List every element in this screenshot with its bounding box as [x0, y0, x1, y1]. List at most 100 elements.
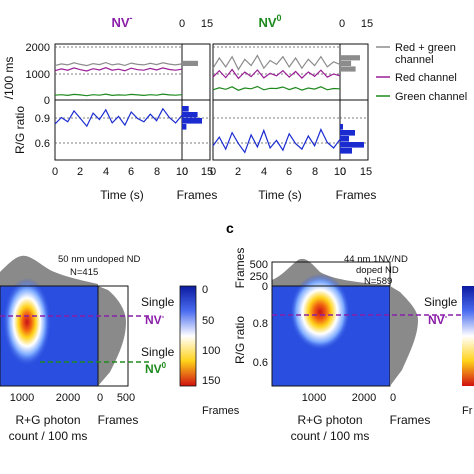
- left-xlabel-frames: Frames: [98, 413, 139, 427]
- tr-hist-ratio-bin-1: [340, 148, 352, 154]
- svg-text:0: 0: [202, 284, 208, 296]
- ytick-1000: 1000: [26, 69, 50, 81]
- frame-tr-counts: [212, 43, 341, 101]
- nv-zero-title-sup: 0: [277, 13, 282, 23]
- tr-hist-sum-bin-5: [340, 66, 356, 72]
- xticks-frames: 0 15 0 15: [182, 166, 372, 178]
- ytick-0.9: 0.9: [35, 113, 50, 125]
- right-xlabel-frames: Frames: [390, 413, 431, 427]
- left-single-zero: Single: [141, 345, 175, 359]
- tl-hist-sum-bin-6: [182, 60, 198, 66]
- tr-counts-series-2: [212, 85, 341, 91]
- ylabel-counts: /100 ms: [2, 57, 16, 100]
- frame-tl-hist: [181, 43, 211, 101]
- ytick-2000: 2000: [26, 42, 50, 54]
- right-top-marginal-frame: [271, 261, 391, 287]
- svg-text:6: 6: [128, 166, 134, 178]
- svg-text:0.8: 0.8: [253, 318, 268, 330]
- svg-text:2: 2: [77, 166, 83, 178]
- tr-hist-ratio-bin-5: [340, 124, 343, 130]
- tr-counts-series-0: [212, 54, 341, 71]
- tl-ratio-series-0: [54, 107, 183, 128]
- svg-text:1000: 1000: [302, 392, 326, 404]
- frame-tl-ratio-hist: [181, 99, 211, 161]
- tl-hist-ratio-bin-5: [182, 124, 187, 130]
- legend-sum-1: Red + green: [395, 42, 456, 54]
- frame-tr-hist: [339, 43, 369, 101]
- top-ref-lines: [55, 46, 368, 144]
- frame-tl-counts: [54, 43, 183, 101]
- svg-text:4: 4: [103, 166, 109, 178]
- right-ylabel-ratio: R/G ratio: [233, 316, 247, 364]
- left-single-minus: Single: [141, 295, 175, 309]
- legend: Red + green channel Red channel Green ch…: [376, 42, 467, 103]
- top-hists: [182, 55, 364, 154]
- hist-top-tick-15-left: 15: [201, 18, 213, 30]
- ylabel-ratio: R/G ratio: [13, 106, 27, 154]
- svg-text:10: 10: [176, 166, 188, 178]
- left-right-marginal-frame: [97, 285, 129, 387]
- xticks-time-right: 0 2 4 6 8 10: [210, 166, 346, 178]
- tl-counts-series-2: [54, 93, 183, 97]
- hist-top-tick-15-right: 15: [361, 18, 373, 30]
- right-single-minus: Single: [424, 295, 458, 309]
- right-yticks: 500 250 0 0.8 0.6: [250, 259, 268, 369]
- left-nv-minus: NV-: [145, 312, 165, 327]
- right-xlabel-1: R+G photon: [297, 413, 362, 427]
- tr-ratio-series-0: [212, 128, 341, 154]
- svg-text:100: 100: [202, 345, 220, 357]
- hist-top-tick-0-left: 0: [179, 18, 185, 30]
- legend-red: Red channel: [395, 72, 457, 84]
- svg-text:0: 0: [52, 166, 58, 178]
- tl-counts-series-1: [54, 67, 183, 72]
- svg-text:250: 250: [250, 271, 268, 283]
- left-xlabel-1: R+G photon: [15, 413, 80, 427]
- left-heatmap-blob: [3, 278, 51, 366]
- nv-minus-title-sup: -: [130, 13, 133, 23]
- tr-hist-ratio-bin-2: [340, 142, 364, 148]
- left-xticks: 1000 2000 0 500: [10, 392, 135, 404]
- colorbar-ticks: 0 50 100 150: [202, 284, 220, 387]
- svg-text:6: 6: [286, 166, 292, 178]
- right-heatmap-blob: [290, 274, 350, 350]
- ytick-0: 0: [44, 95, 50, 107]
- right-top-marginal: [272, 258, 390, 286]
- svg-text:0.6: 0.6: [253, 357, 268, 369]
- tr-hist-sum-bin-6: [340, 60, 352, 66]
- right-colorbar-label: Fr: [462, 405, 473, 417]
- left-nv-zero: NV0: [145, 361, 167, 376]
- svg-text:15: 15: [201, 166, 213, 178]
- right-annotation-3: N=589: [364, 276, 392, 287]
- xlabel-frames-right: Frames: [336, 188, 377, 202]
- nv-zero-title: NV0: [258, 13, 281, 30]
- right-ylabel-frames: Frames: [233, 248, 247, 289]
- hist-top-tick-0-right: 0: [339, 18, 345, 30]
- svg-text:0: 0: [182, 166, 188, 178]
- svg-text:0: 0: [340, 166, 346, 178]
- right-annotation-1: 44 nm 1NV/ND: [344, 254, 408, 265]
- left-ref-lines: [0, 315, 150, 363]
- xlabel-frames-left: Frames: [177, 188, 218, 202]
- svg-text:8: 8: [154, 166, 160, 178]
- svg-text:4: 4: [261, 166, 267, 178]
- svg-text:0: 0: [97, 392, 103, 404]
- svg-text:150: 150: [202, 375, 220, 387]
- nv-zero-title-text: NV: [258, 15, 276, 30]
- left-annotation-2: N=415: [70, 267, 98, 278]
- nv-minus-title-text: NV: [111, 15, 129, 30]
- svg-text:0: 0: [262, 281, 268, 293]
- left-annotation-1: 50 nm undoped ND: [58, 254, 141, 265]
- right-xticks: 1000 2000 0: [302, 392, 396, 404]
- xlabel-time-left: Time (s): [100, 188, 144, 202]
- tr-counts-series-1: [212, 68, 341, 80]
- colorbar: [179, 285, 197, 387]
- tl-hist-ratio-bin-8: [182, 106, 189, 112]
- svg-text:50: 50: [202, 315, 214, 327]
- nv-minus-title: NV-: [111, 13, 132, 30]
- tr-hist-sum-bin-7: [340, 55, 360, 61]
- svg-text:2: 2: [235, 166, 241, 178]
- right-annotation-2: doped ND: [356, 265, 399, 276]
- svg-text:2000: 2000: [352, 392, 376, 404]
- right-right-marginal: [390, 286, 418, 386]
